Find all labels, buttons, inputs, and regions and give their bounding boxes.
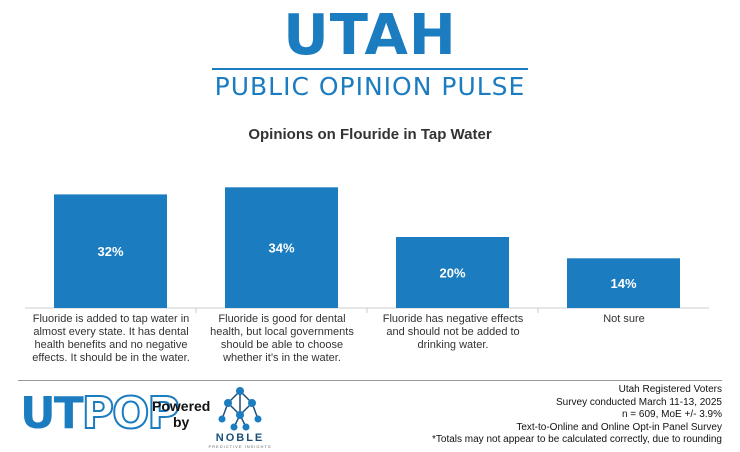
bar-2 xyxy=(225,187,338,308)
noble-logo-name: NOBLE xyxy=(215,432,265,444)
category-label-3: Fluoride has negative effects and should… xyxy=(382,313,524,351)
note-rounding: *Totals may not appear to be calculated … xyxy=(432,434,722,445)
bar-1 xyxy=(54,194,167,308)
category-label-1: Fluoride is added to tap water in almost… xyxy=(32,313,190,364)
brand-subtitle: PUBLIC OPINION PULSE xyxy=(214,72,526,101)
note-population: Utah Registered Voters xyxy=(618,384,722,395)
bar-chart: 32% 34% 20% 14% xyxy=(25,187,709,313)
bar-value-label-3: 20% xyxy=(439,266,465,281)
utpop-logo: UTPOP xyxy=(20,388,181,439)
note-method: Text-to-Online and Online Opt-in Panel S… xyxy=(516,421,722,433)
note-dates: Survey conducted March 11-13, 2025 xyxy=(555,396,722,408)
bar-4 xyxy=(567,258,680,308)
bar-value-label-4: 14% xyxy=(610,276,636,291)
noble-network-icon xyxy=(218,387,262,431)
chart-title: Opinions on Flouride in Tap Water xyxy=(248,126,492,143)
utpop-logo-pop: POP xyxy=(81,388,181,439)
survey-notes: Utah Registered Voters Survey conducted … xyxy=(432,384,722,447)
note-sample: n = 609, MoE +/- 3.9% xyxy=(621,409,722,420)
brand-title: UTAH xyxy=(283,3,457,68)
bar-value-label-2: 34% xyxy=(268,241,294,256)
footer-divider xyxy=(18,380,722,381)
category-label-2: Fluoride is good for dental health, but … xyxy=(210,313,354,364)
category-label-4: Not sure xyxy=(603,313,645,325)
powered-label: Powered xyxy=(152,398,211,414)
brand-divider xyxy=(212,68,528,70)
bar-value-label-1: 32% xyxy=(97,244,123,259)
bar-3 xyxy=(396,237,509,308)
noble-logo-tagline: PREDICTIVE INSIGHTS xyxy=(208,444,272,449)
utpop-logo-ut: UT xyxy=(20,388,84,439)
powered-by-text: Powered by xyxy=(152,398,210,430)
by-label: by xyxy=(173,414,190,430)
